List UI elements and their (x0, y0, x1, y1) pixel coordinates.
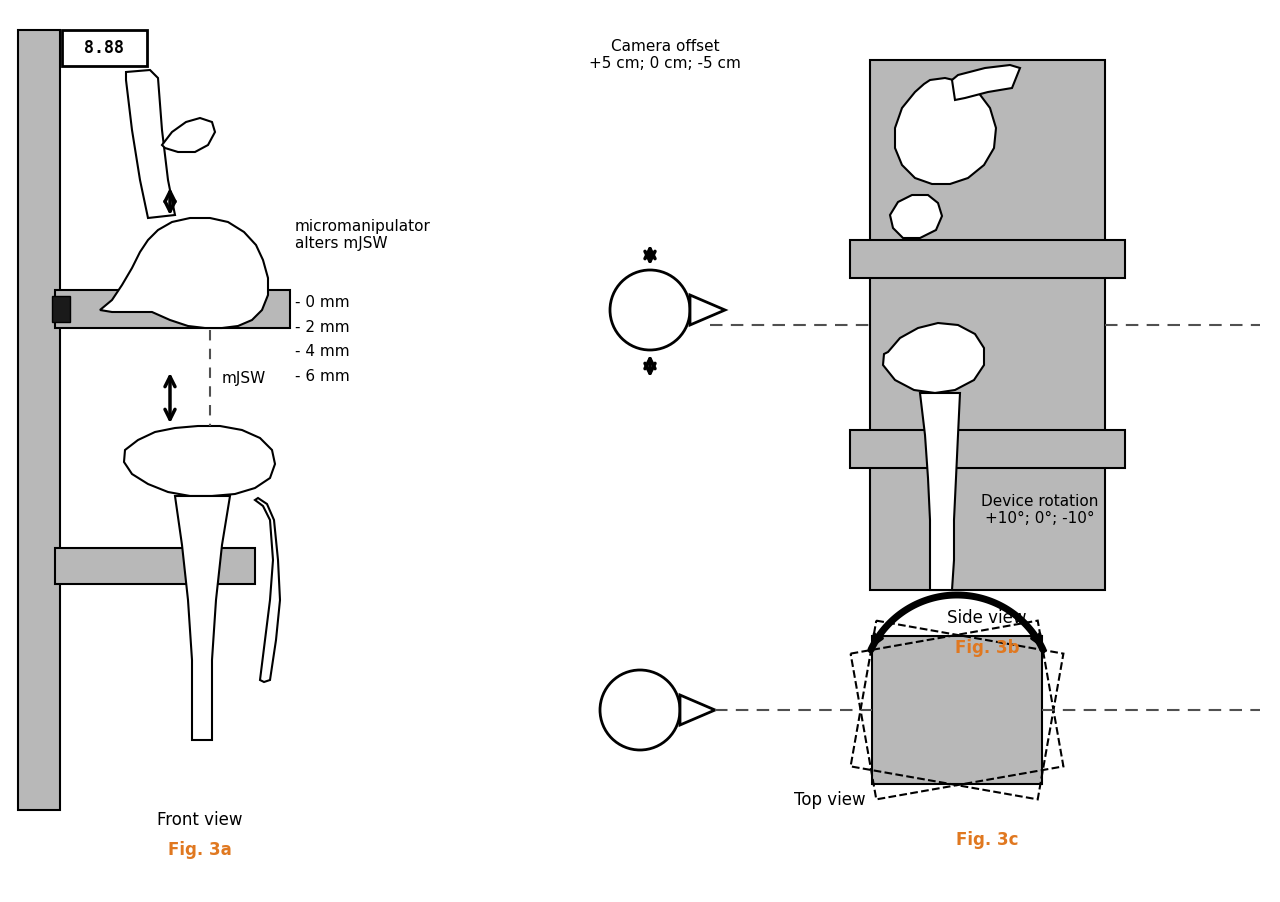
Bar (18, 30, 60, 810)
Bar (850, 430, 1125, 468)
Polygon shape (255, 498, 280, 682)
Circle shape (611, 270, 690, 350)
Text: Camera offset
+5 cm; 0 cm; -5 cm: Camera offset +5 cm; 0 cm; -5 cm (589, 39, 741, 71)
Text: Device rotation
+10°; 0°; -10°: Device rotation +10°; 0°; -10° (982, 493, 1098, 526)
Text: Top view: Top view (794, 791, 865, 809)
Text: Fig. 3b: Fig. 3b (955, 639, 1019, 657)
Polygon shape (163, 118, 215, 152)
Text: Fig. 3a: Fig. 3a (168, 841, 232, 859)
Polygon shape (883, 323, 984, 393)
Polygon shape (124, 426, 275, 496)
Bar (870, 60, 1105, 590)
Text: Side view: Side view (947, 609, 1027, 627)
Bar (55, 548, 255, 584)
Bar (872, 636, 1042, 784)
Polygon shape (690, 295, 724, 325)
Polygon shape (125, 70, 175, 218)
Bar (52, 296, 70, 322)
Text: mJSW: mJSW (221, 371, 266, 385)
Text: Front view: Front view (157, 811, 243, 829)
Text: micromanipulator
alters mJSW: micromanipulator alters mJSW (294, 219, 431, 251)
Polygon shape (175, 496, 230, 740)
Polygon shape (100, 218, 268, 328)
Bar (850, 240, 1125, 278)
Text: Fig. 3c: Fig. 3c (956, 831, 1019, 849)
Polygon shape (952, 65, 1020, 100)
Polygon shape (895, 78, 996, 184)
Text: 8.88: 8.88 (84, 39, 124, 57)
Bar (61, 30, 147, 66)
Text: - 0 mm
- 2 mm
- 4 mm
- 6 mm: - 0 mm - 2 mm - 4 mm - 6 mm (294, 295, 349, 383)
Bar (55, 290, 291, 328)
Polygon shape (680, 695, 716, 725)
Polygon shape (920, 393, 960, 590)
Polygon shape (890, 195, 942, 238)
Circle shape (600, 670, 680, 750)
